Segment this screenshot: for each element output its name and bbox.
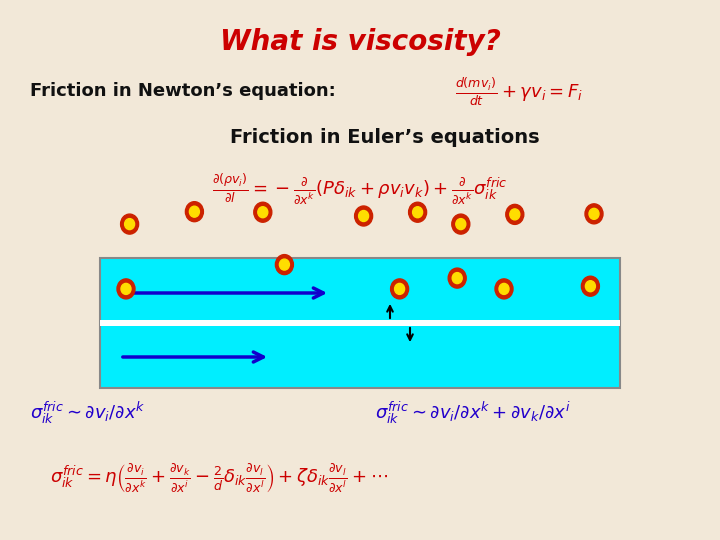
- Text: $\frac{d(mv_i)}{dt} + \gamma v_i = F_i$: $\frac{d(mv_i)}{dt} + \gamma v_i = F_i$: [455, 76, 583, 108]
- Text: $\sigma_{ik}^{fric} \sim \partial v_i/\partial x^k$: $\sigma_{ik}^{fric} \sim \partial v_i/\p…: [30, 400, 145, 426]
- Ellipse shape: [254, 202, 272, 222]
- Ellipse shape: [189, 206, 199, 217]
- Ellipse shape: [452, 273, 462, 284]
- Ellipse shape: [279, 259, 289, 270]
- Bar: [100, 258, 620, 388]
- Text: $\sigma_{ik}^{fric} = \eta\left(\frac{\partial v_i}{\partial x^k} + \frac{\parti: $\sigma_{ik}^{fric} = \eta\left(\frac{\p…: [50, 462, 388, 494]
- Ellipse shape: [589, 208, 599, 219]
- Text: What is viscosity?: What is viscosity?: [220, 28, 500, 56]
- Ellipse shape: [582, 276, 599, 296]
- Ellipse shape: [409, 202, 426, 222]
- Ellipse shape: [505, 204, 523, 225]
- Ellipse shape: [186, 201, 204, 222]
- Ellipse shape: [391, 279, 409, 299]
- Ellipse shape: [585, 204, 603, 224]
- Ellipse shape: [395, 284, 405, 294]
- Ellipse shape: [413, 207, 423, 218]
- Ellipse shape: [495, 279, 513, 299]
- Ellipse shape: [452, 214, 470, 234]
- Text: Friction in Euler’s equations: Friction in Euler’s equations: [230, 128, 539, 147]
- Ellipse shape: [456, 219, 466, 230]
- Ellipse shape: [510, 209, 520, 220]
- Text: $\sigma_{ik}^{fric} \sim \partial v_i/\partial x^k + \partial v_k/\partial x^i$: $\sigma_{ik}^{fric} \sim \partial v_i/\p…: [375, 400, 571, 426]
- Ellipse shape: [276, 254, 294, 275]
- Ellipse shape: [117, 279, 135, 299]
- Ellipse shape: [448, 268, 467, 288]
- Ellipse shape: [355, 206, 373, 226]
- Ellipse shape: [258, 207, 268, 218]
- Ellipse shape: [121, 284, 131, 294]
- Text: $\frac{\partial(\rho v_i)}{\partial l} = -\frac{\partial}{\partial x^k}(P\delta_: $\frac{\partial(\rho v_i)}{\partial l} =…: [212, 172, 508, 206]
- Ellipse shape: [125, 219, 135, 230]
- Bar: [100, 320, 620, 326]
- Text: Friction in Newton’s equation:: Friction in Newton’s equation:: [30, 82, 336, 100]
- Ellipse shape: [499, 284, 509, 294]
- Ellipse shape: [585, 281, 595, 292]
- Ellipse shape: [359, 211, 369, 221]
- Ellipse shape: [121, 214, 138, 234]
